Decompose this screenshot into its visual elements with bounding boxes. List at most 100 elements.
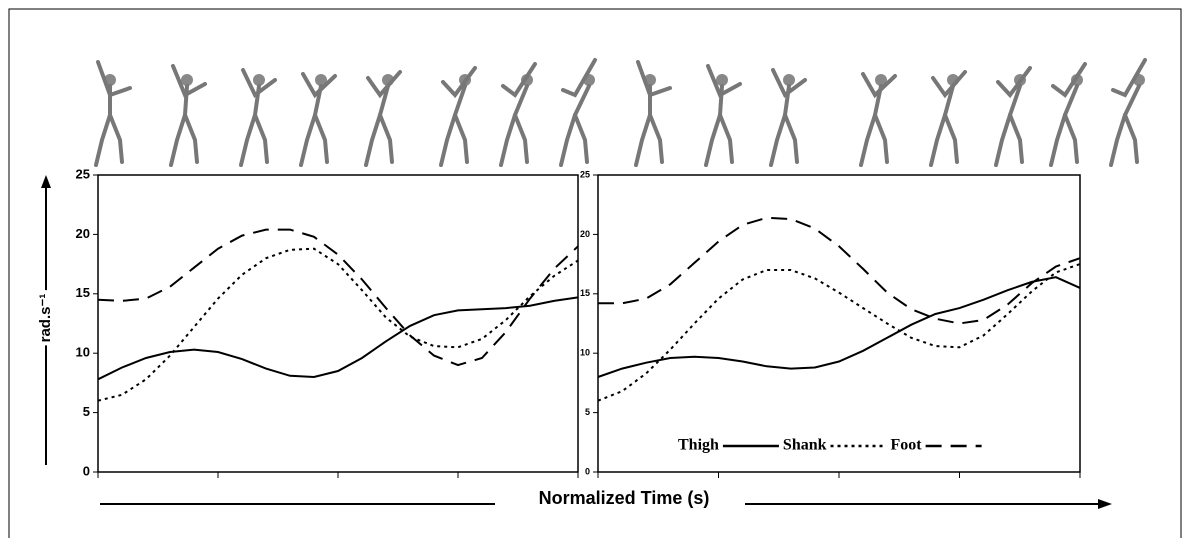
skeleton-arm (171, 64, 207, 98)
skeleton-arm (931, 70, 967, 99)
skeleton-head (181, 74, 193, 86)
skeleton-body (859, 84, 883, 167)
y-tick-label: 5 (585, 407, 590, 417)
skeleton-leg (108, 113, 124, 164)
y-tick-label: 25 (580, 169, 590, 179)
y-tick-label: 0 (585, 466, 590, 476)
skeleton-arm (1051, 62, 1087, 98)
skeleton-body (239, 84, 261, 167)
skeleton (929, 70, 967, 167)
skeleton-leg (453, 113, 469, 164)
skeleton-arm (441, 66, 477, 99)
skeleton (994, 66, 1032, 167)
y-arrow-head (41, 175, 51, 188)
skeleton-arm (241, 68, 277, 99)
skeleton (364, 70, 402, 167)
line-series (97, 228, 579, 367)
skeleton-leg (1008, 113, 1024, 164)
line-series (97, 247, 579, 402)
plot-frame (97, 174, 579, 473)
skeleton-body (439, 84, 467, 167)
skeleton-leg (648, 113, 664, 164)
skeleton (704, 64, 742, 167)
skeleton-strip (94, 58, 1147, 167)
legend-label: Shank (783, 437, 827, 454)
skeleton-body (994, 84, 1022, 167)
skeleton-body (94, 84, 112, 167)
skeleton-leg (513, 113, 529, 164)
y-tick-label: 10 (580, 348, 590, 358)
skeleton (769, 68, 807, 167)
skeleton-head (315, 74, 327, 86)
skeleton (859, 72, 897, 167)
skeleton-body (169, 84, 189, 167)
skeleton (1109, 58, 1147, 167)
skeleton-body (929, 84, 955, 167)
legend-label: Foot (891, 437, 923, 454)
skeleton-arm (561, 58, 597, 98)
skeleton-head (716, 74, 728, 86)
frame (8, 8, 1182, 538)
skeleton-leg (573, 113, 589, 164)
line-series (597, 263, 1081, 402)
y-tick-label: 15 (76, 285, 90, 300)
x-label-bg (495, 490, 745, 516)
skeleton-arm (366, 70, 402, 99)
skeleton-leg (783, 113, 799, 164)
skeleton-body (299, 84, 323, 167)
skeleton-leg (873, 113, 889, 164)
line-series (597, 276, 1081, 378)
skeleton-leg (1123, 113, 1139, 164)
skeleton-body (769, 84, 791, 167)
x-axis-label: Normalized Time (s) (539, 488, 710, 508)
y-tick-label: 20 (76, 226, 90, 241)
skeleton-body (1109, 84, 1141, 167)
skeleton-leg (1063, 113, 1079, 164)
y-axis-label: rad.s⁻¹ (37, 294, 54, 343)
line-series (97, 296, 579, 381)
skeleton (559, 58, 597, 167)
skeleton-leg (718, 113, 734, 164)
skeleton (499, 62, 537, 167)
skeleton-leg (253, 113, 269, 164)
skeleton (239, 68, 277, 167)
y-tick-label: 25 (76, 166, 90, 181)
skeleton (299, 72, 337, 167)
skeleton (1049, 62, 1087, 167)
line-series (598, 216, 1081, 325)
skeleton-body (499, 84, 529, 167)
skeleton-arm (301, 72, 337, 99)
skeleton-head (875, 74, 887, 86)
x-arrow-head (1098, 499, 1112, 509)
skeleton-leg (943, 113, 959, 164)
skeleton-body (364, 84, 390, 167)
skeleton-body (704, 84, 724, 167)
skeleton-arm (636, 60, 672, 98)
skeleton-leg (183, 113, 199, 164)
skeleton (94, 60, 132, 167)
skeleton-head (783, 74, 795, 86)
skeleton-arm (96, 60, 132, 98)
skeleton-arm (996, 66, 1032, 99)
y-tick-label: 10 (76, 345, 90, 360)
skeleton-body (559, 84, 591, 167)
skeleton-arm (861, 72, 897, 99)
y-tick-label: 0 (83, 463, 90, 478)
skeleton (439, 66, 477, 167)
skeleton-arm (1111, 58, 1147, 98)
plot-frame (597, 174, 1081, 473)
skeleton-body (1049, 84, 1079, 167)
y-tick-label: 15 (580, 288, 590, 298)
skeleton-body (634, 84, 652, 167)
skeleton-arm (771, 68, 807, 99)
skeleton-arm (706, 64, 742, 98)
legend-label: Thigh (678, 437, 719, 454)
skeleton-head (253, 74, 265, 86)
skeleton-leg (378, 113, 394, 164)
skeleton (634, 60, 672, 167)
skeleton-arm (501, 62, 537, 98)
y-tick-label: 5 (83, 404, 90, 419)
skeleton (169, 64, 207, 167)
y-tick-label: 20 (580, 229, 590, 239)
